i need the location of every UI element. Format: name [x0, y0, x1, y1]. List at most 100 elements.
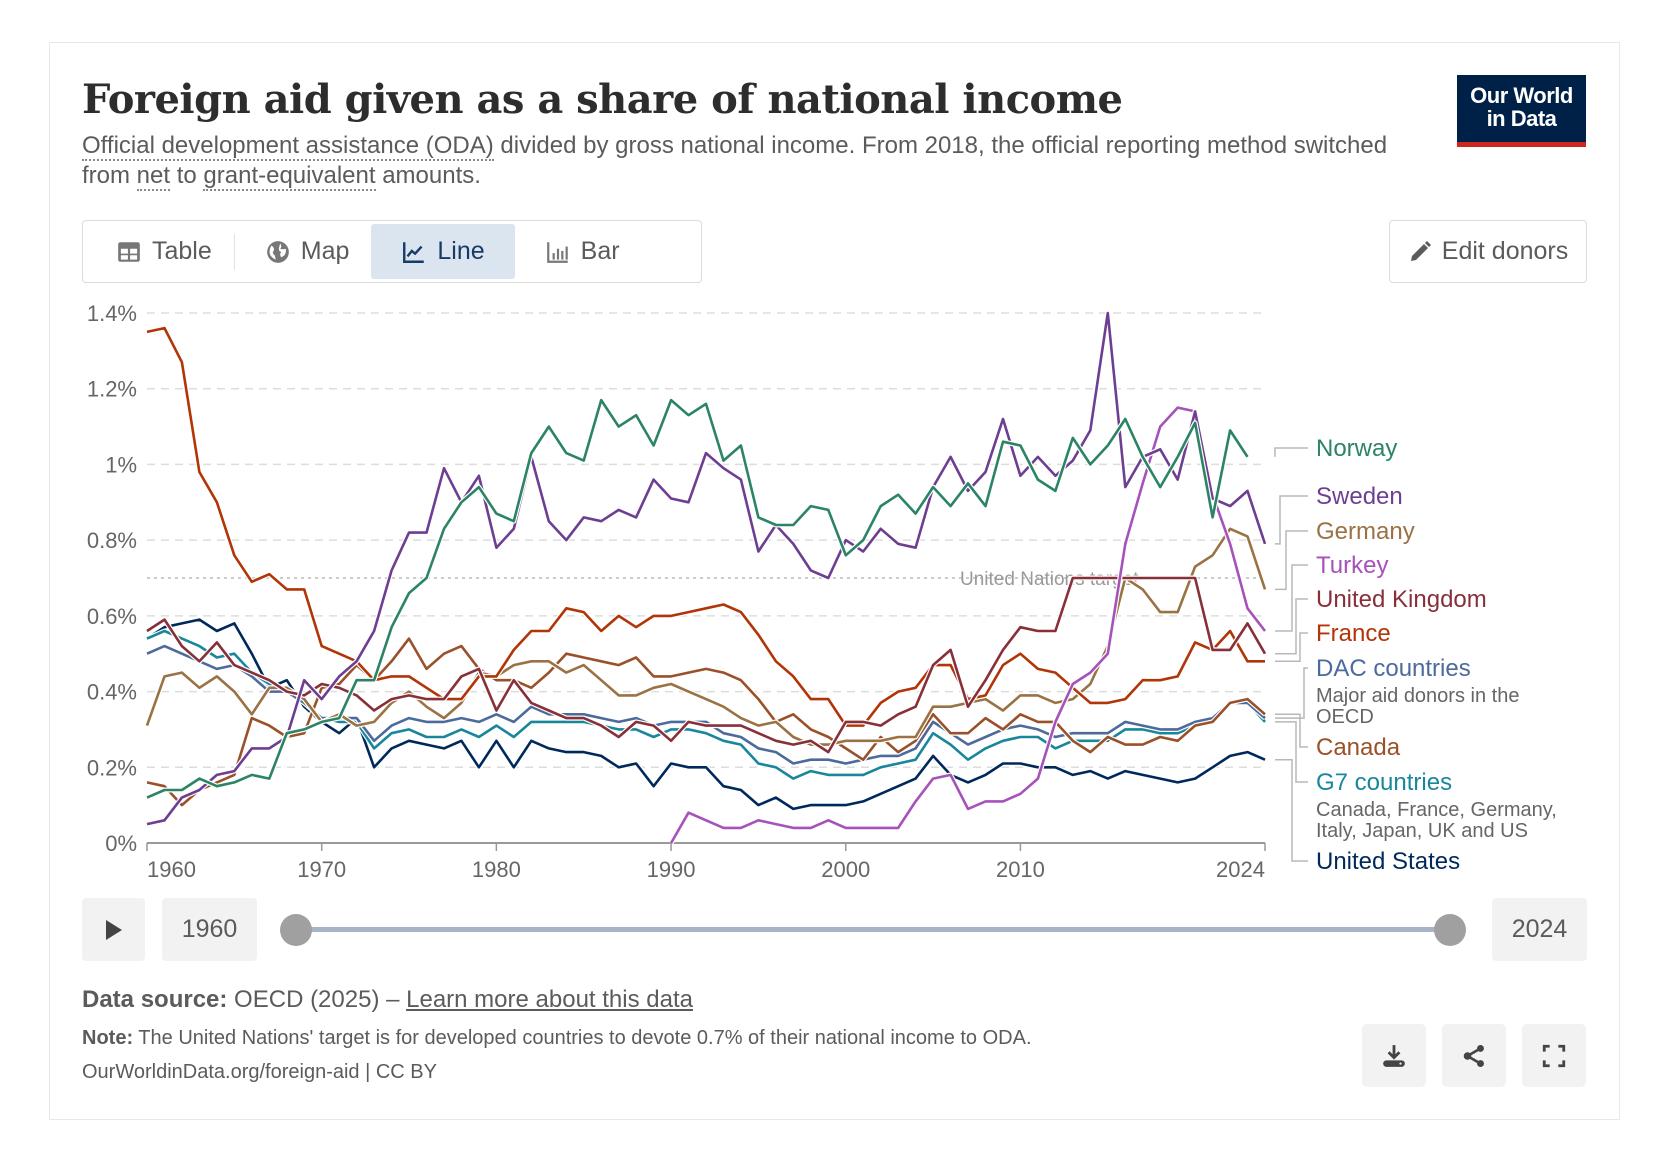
series-line-france[interactable] [146, 326, 1265, 727]
legend-connector [1275, 530, 1308, 591]
legend-label-turkey[interactable]: Turkey [1316, 552, 1388, 579]
legend-label-france[interactable]: France [1316, 620, 1391, 647]
tab-label: Line [437, 237, 485, 265]
share-button[interactable] [1442, 1024, 1506, 1087]
pencil-icon [1410, 240, 1431, 261]
data-source: Data source: OECD (2025) – Learn more ab… [82, 986, 693, 1014]
subtitle-text: divided by gross national income. From 2… [82, 132, 1388, 189]
globe-icon [266, 240, 289, 263]
y-tick-label: 1.4% [87, 301, 137, 326]
legend-label-germany[interactable]: Germany [1316, 518, 1415, 545]
view-tabs: Table Map Line Bar [82, 220, 702, 283]
fullscreen-icon [1542, 1044, 1566, 1067]
tab-map[interactable]: Map [235, 224, 372, 279]
owid-logo[interactable]: Our World in Data [1457, 75, 1586, 147]
net-definition-link[interactable]: net [136, 162, 171, 191]
timeline-start-handle[interactable] [280, 914, 312, 946]
x-tick-label: 2010 [996, 857, 1045, 882]
timeline: 1960 2024 [82, 898, 1587, 961]
legend-label-united-states[interactable]: United States [1316, 848, 1460, 875]
edit-donors-button[interactable]: Edit donors [1389, 220, 1587, 283]
legend-description: Canada, France, Germany, [1316, 799, 1557, 821]
timeline-end-handle[interactable] [1434, 914, 1466, 946]
note-text: The United Nations' target is for develo… [133, 1027, 1032, 1049]
legend-label-g7-countries[interactable]: G7 countries [1316, 769, 1452, 796]
legend-connector [1275, 667, 1308, 719]
oda-definition-link[interactable]: Official development assistance (ODA) [82, 132, 494, 161]
x-tick-label: 1990 [647, 857, 696, 882]
download-button[interactable] [1362, 1024, 1426, 1087]
legend-connector [1275, 758, 1308, 862]
series-line-united-states[interactable] [146, 618, 1266, 811]
x-tick-label: 2024 [1216, 857, 1265, 882]
chart-title: Foreign aid given as a share of national… [82, 76, 1123, 123]
tab-divider [233, 233, 235, 270]
tab-bar[interactable]: Bar [515, 224, 642, 279]
legend-connector [1275, 713, 1308, 748]
legend-description: Major aid donors in the [1316, 685, 1519, 707]
legend-label-canada[interactable]: Canada [1316, 734, 1401, 761]
legend-connector [1275, 721, 1308, 783]
series-line-norway[interactable] [146, 398, 1249, 799]
timeline-track[interactable] [296, 927, 1450, 932]
x-axis: 1960 1970 1980 1990 2000 2010 2024 [146, 842, 1266, 882]
logo-line-2: in Data [1486, 106, 1557, 131]
source-label: Data source: [82, 986, 228, 1013]
legend-connector [1274, 447, 1308, 457]
fullscreen-button[interactable] [1522, 1024, 1586, 1087]
timeline-start-year[interactable]: 1960 [162, 898, 257, 961]
legend-connector [1275, 632, 1308, 663]
note-label: Note: [82, 1027, 134, 1049]
download-icon [1383, 1044, 1405, 1067]
tab-label: Map [300, 237, 350, 265]
tab-line[interactable]: Line [371, 224, 515, 279]
legend-connector [1275, 495, 1308, 545]
subtitle-text: amounts. [375, 162, 481, 189]
y-tick-label: 1% [105, 452, 137, 477]
share-icon [1463, 1044, 1484, 1067]
y-tick-label: 0% [105, 831, 137, 856]
series-line-turkey[interactable] [669, 406, 1267, 844]
grant-equivalent-definition-link[interactable]: grant-equivalent [203, 162, 376, 191]
legend-label-united-kingdom[interactable]: United Kingdom [1316, 586, 1487, 613]
y-tick-label: 0.2% [87, 755, 137, 780]
tab-table[interactable]: Table [86, 224, 234, 279]
chart-frame [49, 42, 1620, 1120]
subtitle-text: to [170, 162, 204, 189]
play-button[interactable] [82, 898, 145, 961]
legend-label-sweden[interactable]: Sweden [1316, 483, 1403, 510]
note: Note: The United Nations' target is for … [82, 1027, 1032, 1050]
source-value: OECD (2025) – [227, 986, 407, 1013]
credit-line[interactable]: OurWorldinData.org/foreign-aid | CC BY [82, 1061, 437, 1083]
tab-label: Bar [580, 237, 620, 265]
play-icon [105, 919, 122, 940]
line-chart-icon [403, 241, 425, 263]
x-tick-label: 1960 [147, 857, 196, 882]
x-tick-label: 2000 [821, 857, 870, 882]
y-tick-label: 0.6% [87, 604, 137, 629]
series-halo [146, 397, 1250, 800]
legend-description: OECD [1316, 706, 1374, 728]
x-tick-label: 1980 [472, 857, 521, 882]
edit-donors-label: Edit donors [1441, 237, 1569, 265]
table-icon [118, 241, 140, 262]
y-axis-ticks: 0% 0.2% 0.4% 0.6% 0.8% 1% 1.2% 1.4% [87, 301, 137, 856]
x-tick-label: 1970 [297, 857, 346, 882]
y-tick-label: 0.4% [87, 680, 137, 705]
legend-connector [1275, 598, 1308, 655]
series-lines [144, 310, 1268, 845]
logo-line-1: Our World [1470, 83, 1573, 108]
reference-line-label: United Nations target [960, 569, 1139, 590]
legend-connector [1275, 564, 1308, 632]
bar-chart-icon [546, 241, 568, 263]
series-line-germany[interactable] [145, 527, 1267, 746]
legend-label-norway[interactable]: Norway [1316, 435, 1397, 462]
legend: Norway Sweden Germany Turkey United Kingdom F… [1274, 435, 1557, 875]
y-tick-label: 0.8% [87, 528, 137, 553]
tab-label: Table [152, 237, 212, 265]
legend-description: Italy, Japan, UK and US [1316, 820, 1528, 842]
timeline-end-year[interactable]: 2024 [1492, 898, 1587, 961]
learn-more-link[interactable]: Learn more about this data [406, 986, 693, 1013]
legend-label-dac-countries[interactable]: DAC countries [1316, 655, 1471, 682]
chart-subtitle: Official development assistance (ODA) di… [82, 131, 1402, 191]
